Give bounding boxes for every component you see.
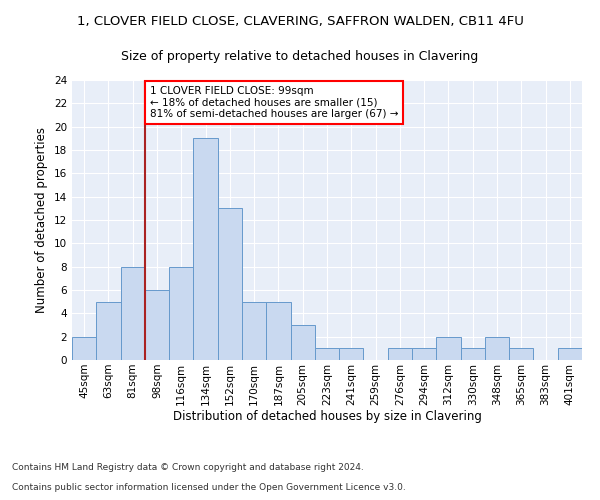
Bar [218, 208, 242, 360]
Y-axis label: Number of detached properties: Number of detached properties [35, 127, 49, 313]
Bar [290, 325, 315, 360]
Bar [339, 348, 364, 360]
Bar [242, 302, 266, 360]
Bar [485, 336, 509, 360]
Bar [315, 348, 339, 360]
Bar [461, 348, 485, 360]
Bar [266, 302, 290, 360]
Text: Contains public sector information licensed under the Open Government Licence v3: Contains public sector information licen… [12, 484, 406, 492]
Bar [436, 336, 461, 360]
Bar [121, 266, 145, 360]
Bar [558, 348, 582, 360]
Bar [145, 290, 169, 360]
Bar [193, 138, 218, 360]
Text: Contains HM Land Registry data © Crown copyright and database right 2024.: Contains HM Land Registry data © Crown c… [12, 464, 364, 472]
Bar [388, 348, 412, 360]
Bar [72, 336, 96, 360]
Bar [509, 348, 533, 360]
Bar [96, 302, 121, 360]
Text: 1 CLOVER FIELD CLOSE: 99sqm
← 18% of detached houses are smaller (15)
81% of sem: 1 CLOVER FIELD CLOSE: 99sqm ← 18% of det… [150, 86, 398, 119]
X-axis label: Distribution of detached houses by size in Clavering: Distribution of detached houses by size … [173, 410, 481, 424]
Bar [412, 348, 436, 360]
Text: 1, CLOVER FIELD CLOSE, CLAVERING, SAFFRON WALDEN, CB11 4FU: 1, CLOVER FIELD CLOSE, CLAVERING, SAFFRO… [77, 15, 523, 28]
Text: Size of property relative to detached houses in Clavering: Size of property relative to detached ho… [121, 50, 479, 63]
Bar [169, 266, 193, 360]
